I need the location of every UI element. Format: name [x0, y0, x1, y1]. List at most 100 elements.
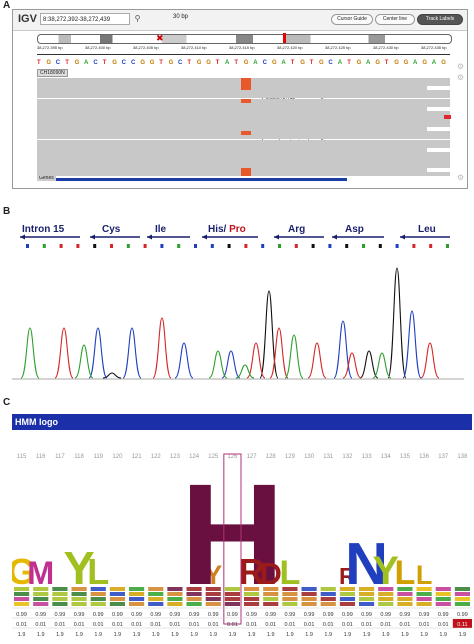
hmm-minor-residue — [454, 597, 470, 601]
base-call-marker — [429, 244, 433, 248]
aligned-read[interactable] — [37, 119, 450, 123]
base-call-marker — [378, 244, 382, 248]
aligned-read[interactable] — [37, 102, 450, 107]
aligned-read[interactable] — [37, 123, 450, 128]
reference-base: A — [281, 60, 286, 66]
track-labels-button[interactable]: Track Labels — [417, 14, 463, 25]
locus-input[interactable]: 8:38,272,392-38,272,439 — [40, 13, 130, 25]
aligned-read[interactable] — [37, 143, 450, 148]
variant-base[interactable] — [241, 172, 251, 177]
variant-base[interactable] — [241, 82, 251, 87]
hmm-minor-residue — [320, 602, 336, 606]
hmm-minor-residue — [186, 602, 202, 606]
hmm-insert-length: 1.9 — [324, 632, 332, 638]
hmm-minor-residue — [167, 587, 183, 591]
hmm-minor-residue — [454, 587, 470, 591]
variant-base[interactable] — [241, 86, 251, 91]
hmm-minor-residue — [52, 592, 68, 596]
chromosome-ideogram[interactable] — [37, 34, 452, 44]
aligned-read[interactable] — [37, 86, 427, 91]
reference-base: T — [37, 60, 41, 66]
mismatch-base[interactable] — [444, 114, 451, 119]
base-call-marker — [143, 244, 147, 248]
hmm-residue-letter: G — [12, 551, 36, 592]
hmm-insert-length: 1.9 — [420, 632, 428, 638]
reference-base: G — [319, 60, 324, 66]
hmm-match-prob: 0.99 — [361, 612, 372, 618]
hmm-insert-prob: 0.01 — [400, 622, 411, 628]
variant-base[interactable] — [241, 131, 251, 136]
codon-arrow-head — [202, 234, 207, 240]
hmm-match-prob: 0.99 — [419, 612, 430, 618]
aligned-read[interactable] — [37, 135, 450, 140]
reference-base: A — [225, 60, 230, 66]
reference-base: G — [394, 60, 399, 66]
hmm-minor-residue — [186, 587, 202, 591]
hmm-position-label: 137 — [438, 454, 449, 460]
hmm-position-label: 115 — [17, 454, 27, 460]
hmm-match-prob: 0.99 — [93, 612, 104, 618]
aligned-read[interactable] — [37, 114, 450, 119]
cursor-guide-button[interactable]: Cursor Guide — [331, 14, 373, 25]
hmm-logo: 115 116 117 118 119 120 121 122 123 124 125 126 127 1… — [12, 453, 472, 638]
ruler-tick-label: 38,272,395 bp — [37, 45, 63, 50]
codon-label: Intron 15 — [22, 224, 65, 235]
hmm-residue-letter: R — [339, 563, 356, 589]
aligned-read[interactable] — [37, 127, 427, 132]
reference-base: T — [215, 60, 220, 66]
aligned-read[interactable] — [37, 90, 450, 95]
gene-feature[interactable] — [37, 178, 347, 181]
hmm-insert-length: 1.9 — [37, 632, 45, 638]
aligned-read[interactable] — [37, 168, 427, 173]
hmm-residue-letter: M — [27, 555, 54, 591]
gear-icon[interactable]: ⚙ — [456, 62, 464, 71]
gear-icon[interactable]: ⚙ — [456, 173, 464, 182]
hmm-minor-residue — [263, 602, 279, 606]
reference-base: G — [46, 60, 52, 66]
aligned-read[interactable] — [37, 106, 427, 111]
search-icon[interactable]: ⚲ — [134, 14, 141, 23]
hmm-position-label: 132 — [342, 454, 353, 460]
variant-base[interactable] — [241, 168, 251, 173]
codon-arrow-head — [20, 234, 25, 240]
gear-icon[interactable]: ⚙ — [456, 73, 464, 82]
hmm-match-prob: 0.99 — [16, 612, 27, 618]
hmm-minor-residue — [90, 602, 106, 606]
aligned-read[interactable] — [37, 151, 450, 156]
aligned-read[interactable] — [37, 164, 450, 169]
hmm-minor-residue — [33, 602, 49, 606]
aligned-read[interactable] — [37, 160, 450, 164]
hmm-insert-length: 1.9 — [209, 632, 217, 638]
reference-base: C — [93, 60, 98, 66]
base-call-marker — [244, 244, 248, 248]
hmm-position-label: 125 — [208, 454, 219, 460]
hmm-minor-residue — [109, 602, 125, 606]
base-call-marker — [261, 244, 265, 248]
aligned-read[interactable] — [37, 139, 450, 144]
hmm-match-prob: 0.99 — [438, 612, 449, 618]
hmm-insert-prob: 0.01 — [35, 622, 46, 628]
aligned-read[interactable] — [37, 147, 427, 152]
reference-base: T — [234, 60, 239, 66]
hmm-minor-residue — [129, 592, 145, 596]
reference-base: T — [347, 60, 351, 66]
center-line-button[interactable]: Center line — [375, 14, 415, 25]
reference-base: T — [309, 60, 314, 66]
hmm-match-prob: 0.99 — [285, 612, 296, 618]
variant-base[interactable] — [241, 78, 251, 82]
base-call-marker — [110, 244, 113, 248]
aligned-read[interactable] — [37, 110, 450, 115]
panel-label-b: B — [3, 206, 11, 217]
variant-base[interactable] — [241, 98, 251, 103]
base-call-marker — [210, 244, 214, 248]
hmm-minor-residue — [320, 597, 336, 601]
reference-base: A — [431, 60, 437, 66]
aligned-read[interactable] — [37, 155, 450, 160]
hmm-residue-letter: L — [87, 551, 109, 592]
ruler-tick-label: 38,272,435 bp — [421, 45, 447, 50]
aligned-read[interactable] — [37, 94, 450, 99]
base-call-marker — [76, 244, 80, 248]
igv-toolbar: IGV 8:38,272,392-38,272,439 ⚲ 30 bp Curs… — [13, 10, 467, 31]
igv-logo: IGV — [18, 13, 37, 25]
